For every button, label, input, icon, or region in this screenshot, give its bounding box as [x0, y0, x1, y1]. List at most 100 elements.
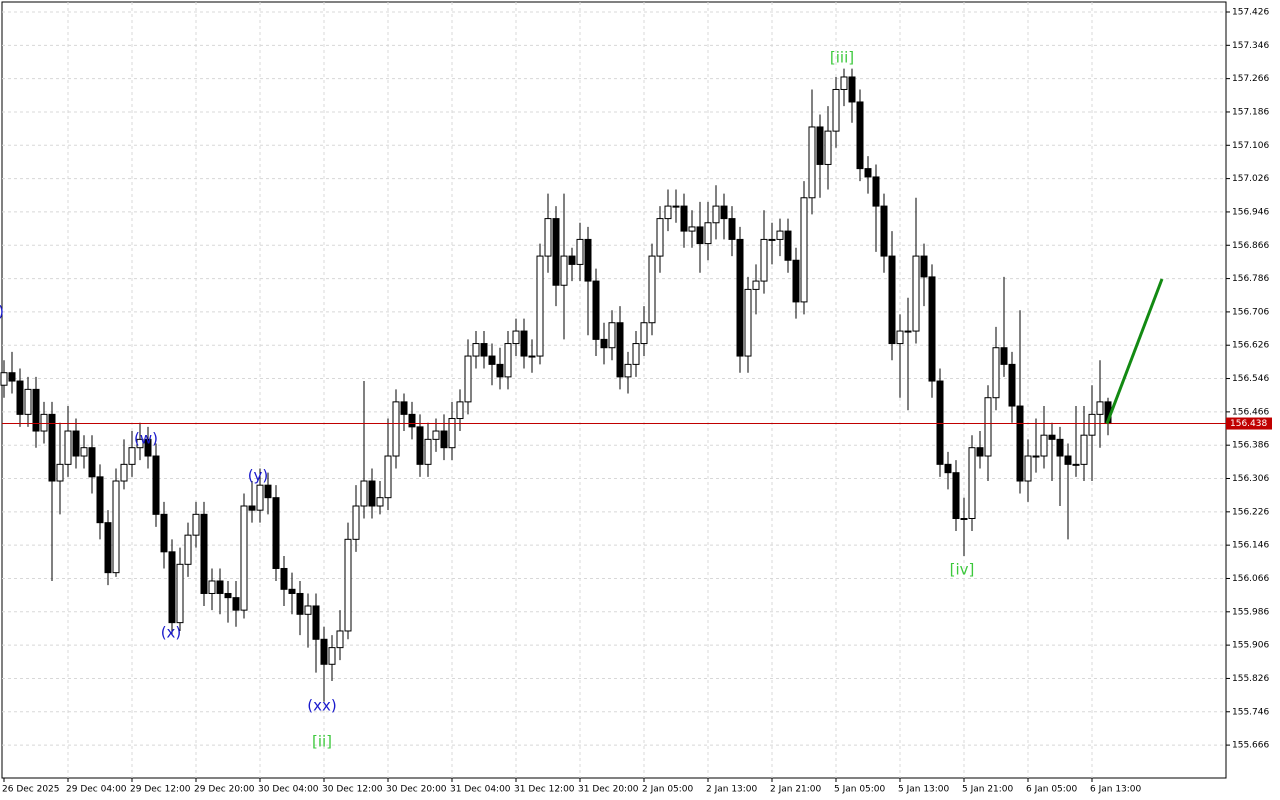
candle-body	[416, 426, 424, 465]
candle-body	[200, 513, 208, 594]
candle-body	[544, 218, 552, 257]
x-tick-label: 2 Jan 13:00	[706, 785, 758, 795]
candle-body	[296, 592, 304, 615]
candle-body	[136, 438, 144, 449]
candle-body	[56, 463, 64, 482]
y-tick-label: 155.746	[1232, 707, 1269, 717]
y-tick-label: 156.706	[1232, 307, 1269, 317]
candle-body	[448, 418, 456, 449]
candle-body	[952, 472, 960, 520]
wave-label: )	[0, 303, 4, 321]
candle-body	[280, 567, 288, 590]
candle-body	[360, 480, 368, 507]
y-tick-label: 156.146	[1232, 541, 1269, 551]
candle-body	[1056, 438, 1064, 457]
wave-label: [ii]	[312, 733, 332, 751]
candle-body	[728, 218, 736, 240]
candle-body	[152, 455, 160, 515]
candle-body	[32, 388, 40, 432]
candle-body	[112, 480, 120, 574]
candle-body	[216, 580, 224, 594]
candle-body	[800, 197, 808, 303]
y-tick-label: 155.826	[1232, 674, 1269, 684]
wave-label: (y)	[248, 467, 269, 485]
candle-body	[888, 255, 896, 345]
candle-body	[968, 447, 976, 520]
wave-label: (x)	[161, 624, 182, 642]
candle-body	[976, 447, 984, 457]
x-tick-label: 31 Dec 12:00	[514, 785, 575, 795]
candle-body	[752, 280, 760, 290]
candle-body	[0, 372, 8, 386]
x-tick-label: 2 Jan 05:00	[642, 785, 694, 795]
wave-label: [iii]	[830, 49, 854, 67]
last-price-label: 156.438	[1230, 419, 1267, 429]
candle-body	[592, 280, 600, 340]
candle-body	[808, 126, 816, 199]
candle-body	[400, 401, 408, 415]
candle-body	[792, 259, 800, 303]
candle-body	[576, 238, 584, 265]
candle-body	[192, 513, 200, 536]
x-tick-label: 31 Dec 20:00	[578, 785, 639, 795]
x-tick-label: 31 Dec 04:00	[450, 785, 511, 795]
y-tick-label: 156.066	[1232, 574, 1269, 584]
candle-body	[640, 322, 648, 345]
candle-body	[264, 484, 272, 499]
candle-body	[520, 330, 528, 357]
candle-body	[160, 513, 168, 553]
y-tick-label: 157.186	[1232, 107, 1269, 117]
candle-body	[208, 580, 216, 594]
candle-body	[984, 397, 992, 457]
candle-body	[256, 484, 264, 511]
candle-body	[688, 226, 696, 232]
x-tick-label: 30 Dec 04:00	[258, 785, 319, 795]
candle-body	[992, 347, 1000, 399]
candle-body	[1080, 434, 1088, 465]
candle-body	[1008, 363, 1016, 407]
candle-body	[896, 330, 904, 345]
candle-body	[488, 355, 496, 365]
candle-body	[936, 380, 944, 465]
y-tick-label: 157.426	[1232, 7, 1269, 17]
candle-body	[1032, 455, 1040, 458]
candle-body	[120, 463, 128, 482]
candle-body	[168, 551, 176, 624]
candle-body	[568, 255, 576, 265]
candle-body	[704, 222, 712, 245]
x-tick-label: 29 Dec 12:00	[130, 785, 191, 795]
candle-body	[656, 218, 664, 257]
candle-body	[392, 401, 400, 457]
candle-body	[944, 463, 952, 474]
plot-area	[1, 1, 1227, 779]
candle-body	[832, 88, 840, 132]
candle-body	[880, 205, 888, 257]
candle-body	[1096, 401, 1104, 415]
x-tick-label: 26 Dec 2025	[2, 785, 60, 795]
candle-body	[440, 430, 448, 449]
wave-label: (w)	[134, 430, 158, 448]
projection-line	[1105, 278, 1164, 425]
candle-body	[72, 430, 80, 457]
candle-body	[480, 343, 488, 357]
candle-body	[616, 322, 624, 378]
candle-body	[920, 255, 928, 278]
x-tick-label: 30 Dec 12:00	[322, 785, 383, 795]
candle-body	[664, 205, 672, 220]
y-tick-label: 156.946	[1232, 207, 1269, 217]
candle-body	[304, 605, 312, 615]
y-tick-label: 156.546	[1232, 374, 1269, 384]
candle-body	[720, 205, 728, 220]
y-tick-label: 156.306	[1232, 474, 1269, 484]
candle-body	[824, 130, 832, 165]
candle-body	[848, 76, 856, 103]
candle-body	[1040, 434, 1048, 457]
candle-body	[1088, 413, 1096, 436]
candle-body	[176, 563, 184, 624]
y-tick-label: 155.986	[1232, 607, 1269, 617]
x-tick-label: 6 Jan 05:00	[1026, 785, 1078, 795]
y-tick-label: 156.626	[1232, 341, 1269, 351]
candle-body	[776, 230, 784, 240]
candle-body	[1072, 463, 1080, 466]
